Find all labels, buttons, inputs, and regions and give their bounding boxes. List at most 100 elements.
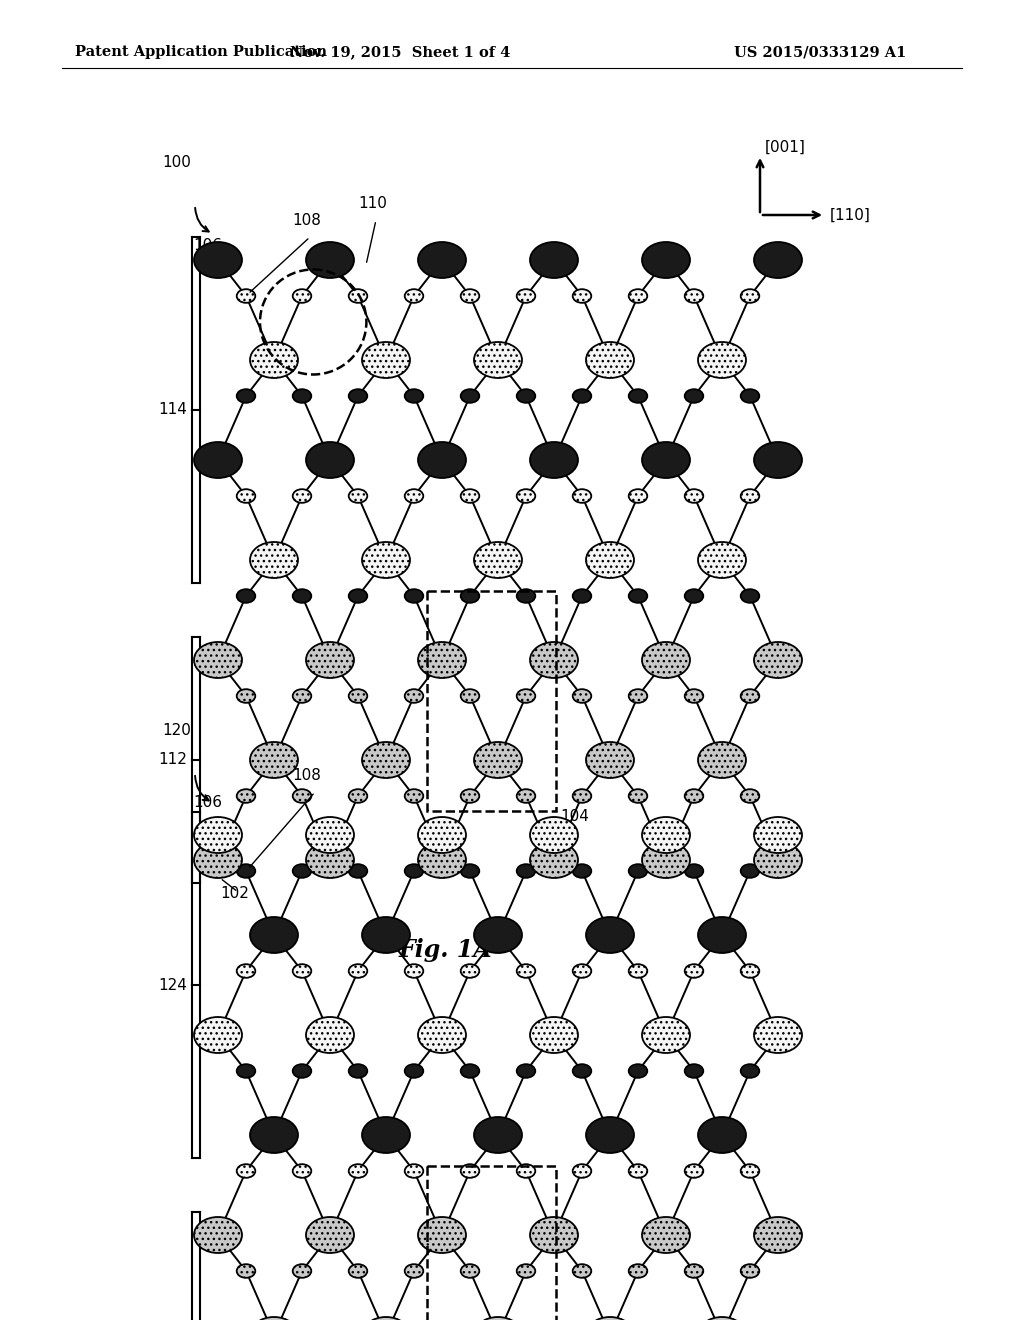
Ellipse shape [572, 1164, 591, 1177]
Ellipse shape [362, 342, 410, 378]
Ellipse shape [474, 543, 522, 578]
Ellipse shape [404, 689, 423, 702]
Ellipse shape [517, 490, 536, 503]
Ellipse shape [586, 1317, 634, 1320]
Text: Fig. 1A: Fig. 1A [398, 939, 492, 962]
Ellipse shape [572, 589, 591, 603]
Ellipse shape [293, 865, 311, 878]
Ellipse shape [517, 964, 536, 978]
Ellipse shape [642, 1016, 690, 1053]
Ellipse shape [293, 389, 311, 403]
Ellipse shape [194, 242, 242, 279]
Ellipse shape [740, 490, 760, 503]
Ellipse shape [517, 289, 536, 302]
Ellipse shape [530, 842, 578, 878]
Ellipse shape [237, 964, 255, 978]
Ellipse shape [698, 1317, 746, 1320]
Ellipse shape [461, 289, 479, 302]
Ellipse shape [349, 289, 368, 302]
Ellipse shape [740, 689, 760, 702]
Ellipse shape [740, 589, 760, 603]
Ellipse shape [629, 389, 647, 403]
Ellipse shape [586, 543, 634, 578]
Ellipse shape [293, 589, 311, 603]
Ellipse shape [530, 442, 578, 478]
Ellipse shape [685, 289, 703, 302]
Ellipse shape [461, 1265, 479, 1278]
Ellipse shape [740, 789, 760, 803]
Ellipse shape [629, 865, 647, 878]
Ellipse shape [740, 1265, 760, 1278]
Ellipse shape [698, 1117, 746, 1152]
Ellipse shape [461, 490, 479, 503]
Ellipse shape [293, 789, 311, 803]
Ellipse shape [293, 1064, 311, 1078]
Ellipse shape [517, 865, 536, 878]
Ellipse shape [404, 964, 423, 978]
Ellipse shape [517, 389, 536, 403]
Text: US 2015/0333129 A1: US 2015/0333129 A1 [734, 45, 906, 59]
Ellipse shape [237, 1064, 255, 1078]
Ellipse shape [685, 389, 703, 403]
Ellipse shape [194, 1016, 242, 1053]
Ellipse shape [250, 1117, 298, 1152]
Ellipse shape [349, 1164, 368, 1177]
Ellipse shape [698, 342, 746, 378]
Ellipse shape [404, 865, 423, 878]
Ellipse shape [237, 589, 255, 603]
Ellipse shape [237, 789, 255, 803]
Ellipse shape [754, 642, 802, 678]
Ellipse shape [306, 642, 354, 678]
Ellipse shape [306, 1016, 354, 1053]
Ellipse shape [474, 342, 522, 378]
Ellipse shape [474, 1117, 522, 1152]
Ellipse shape [517, 789, 536, 803]
Text: 106: 106 [193, 238, 222, 253]
Ellipse shape [572, 865, 591, 878]
Ellipse shape [754, 242, 802, 279]
Ellipse shape [461, 689, 479, 702]
Ellipse shape [572, 289, 591, 302]
Ellipse shape [349, 1265, 368, 1278]
Ellipse shape [362, 543, 410, 578]
Ellipse shape [629, 289, 647, 302]
Ellipse shape [404, 1064, 423, 1078]
Ellipse shape [237, 1265, 255, 1278]
Ellipse shape [572, 789, 591, 803]
Ellipse shape [629, 1164, 647, 1177]
Text: 112: 112 [158, 752, 187, 767]
Ellipse shape [349, 1064, 368, 1078]
Text: [110]: [110] [830, 207, 870, 223]
Ellipse shape [349, 589, 368, 603]
Ellipse shape [237, 289, 255, 302]
Ellipse shape [237, 1164, 255, 1177]
Ellipse shape [642, 842, 690, 878]
Ellipse shape [194, 817, 242, 853]
Ellipse shape [349, 490, 368, 503]
Ellipse shape [629, 789, 647, 803]
Text: 114: 114 [158, 403, 187, 417]
Ellipse shape [530, 242, 578, 279]
Ellipse shape [685, 964, 703, 978]
Ellipse shape [418, 817, 466, 853]
Ellipse shape [530, 642, 578, 678]
Ellipse shape [685, 490, 703, 503]
Ellipse shape [349, 865, 368, 878]
Ellipse shape [586, 917, 634, 953]
Ellipse shape [572, 1265, 591, 1278]
Ellipse shape [754, 442, 802, 478]
Ellipse shape [474, 742, 522, 777]
Ellipse shape [250, 742, 298, 777]
Ellipse shape [362, 917, 410, 953]
Text: 108: 108 [292, 213, 321, 228]
Ellipse shape [642, 242, 690, 279]
Ellipse shape [517, 1265, 536, 1278]
Ellipse shape [306, 242, 354, 279]
Ellipse shape [685, 865, 703, 878]
Ellipse shape [629, 1064, 647, 1078]
Bar [427, 591, 556, 810]
Ellipse shape [461, 389, 479, 403]
Text: [001]: [001] [765, 140, 806, 154]
Ellipse shape [740, 1064, 760, 1078]
Ellipse shape [517, 1164, 536, 1177]
